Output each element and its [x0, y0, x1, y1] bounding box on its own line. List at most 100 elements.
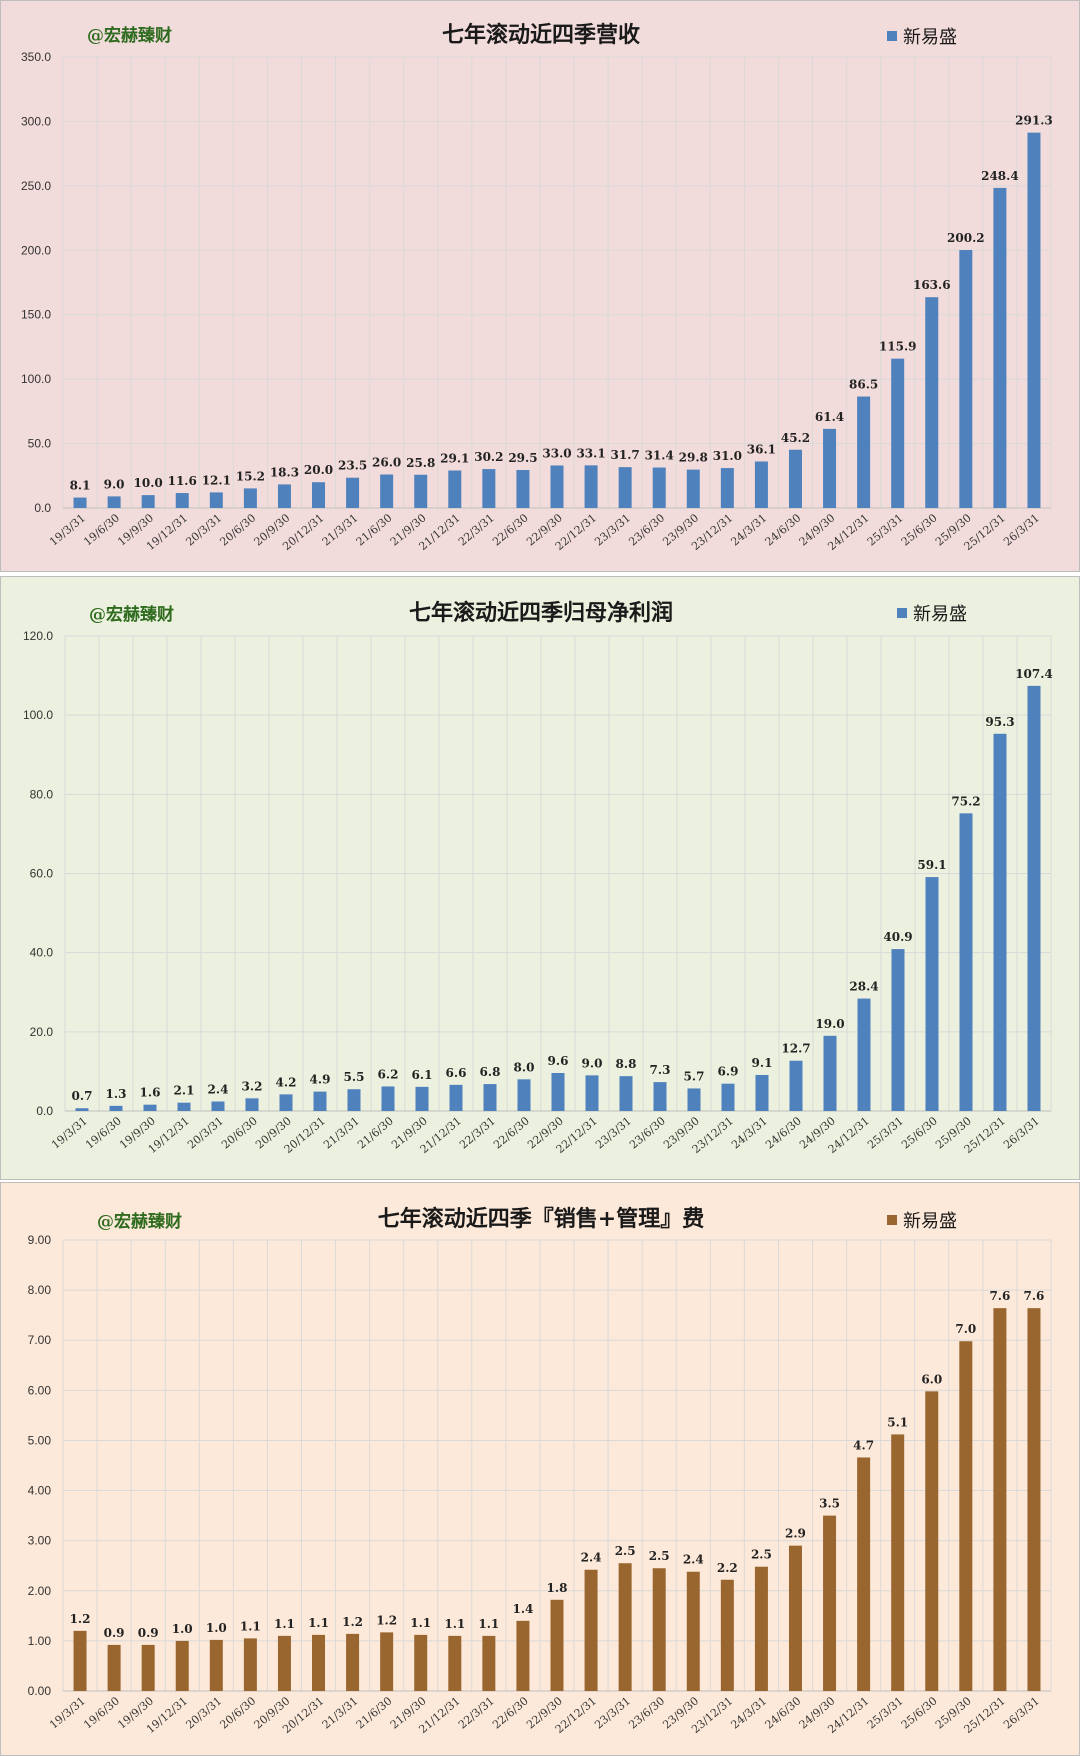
data-label: 3.2 [242, 1079, 263, 1093]
data-label: 291.3 [1015, 114, 1053, 128]
data-label: 107.4 [1015, 667, 1053, 681]
x-tick-label: 26/3/31 [1001, 511, 1042, 548]
x-tick-label: 21/3/31 [320, 511, 361, 548]
data-label: 6.6 [446, 1066, 467, 1080]
data-label: 10.0 [134, 476, 163, 490]
y-tick-label: 8.00 [28, 1283, 52, 1297]
bar [346, 477, 360, 508]
x-tick-label: 20/6/30 [217, 1694, 258, 1731]
data-label: 2.4 [581, 1551, 602, 1565]
data-label: 18.3 [270, 465, 299, 479]
bar [414, 1634, 428, 1691]
bar [720, 468, 734, 508]
y-tick-label: 350.0 [21, 50, 51, 64]
x-tick-label: 23/6/30 [626, 1694, 667, 1731]
data-label: 31.4 [645, 449, 674, 463]
data-label: 1.1 [478, 1617, 499, 1631]
bar [75, 1108, 89, 1111]
watermark: @宏赫臻财 [97, 1212, 182, 1232]
data-label: 0.9 [104, 1626, 125, 1640]
bar [243, 488, 257, 508]
x-tick-label: 24/3/31 [729, 511, 770, 548]
x-tick-label: 21/3/31 [321, 1114, 362, 1151]
y-tick-label: 100.0 [23, 708, 53, 722]
revenue-chart-panel: 0.0 50.0 100.0 150.0 200.0 250.0 300.0 350.0 8.1… [0, 0, 1080, 572]
data-label: 12.7 [781, 1042, 810, 1056]
bar [857, 396, 871, 508]
legend-swatch [887, 1215, 897, 1225]
bar [925, 297, 939, 508]
bar [1027, 132, 1041, 508]
data-label: 1.1 [274, 1617, 295, 1631]
data-label: 31.7 [611, 448, 640, 462]
data-label: 1.0 [206, 1621, 227, 1635]
bar [687, 1088, 701, 1111]
x-tick-label: 21/6/30 [355, 1114, 396, 1151]
data-label: 31.0 [713, 449, 742, 463]
bar [415, 1086, 429, 1111]
bar [551, 1073, 565, 1111]
bar [482, 1635, 496, 1691]
x-tick-label: 25/6/30 [899, 511, 940, 548]
y-tick-label: 50.0 [28, 437, 52, 451]
y-tick-label: 300.0 [21, 114, 51, 128]
x-tick-label: 19/6/30 [81, 511, 122, 548]
data-label: 19.0 [815, 1017, 844, 1031]
x-tick-label: 24/6/30 [763, 511, 804, 548]
data-label: 23.5 [338, 459, 367, 473]
data-label: 7.6 [989, 1289, 1010, 1303]
data-label: 9.6 [548, 1054, 569, 1068]
data-label: 200.2 [947, 231, 985, 245]
legend-label: 新易盛 [913, 604, 967, 625]
y-tick-label: 9.00 [28, 1233, 52, 1247]
data-label: 1.1 [240, 1619, 261, 1633]
chart-title: 七年滚动近四季归母净利润 [408, 600, 673, 626]
bar [857, 1457, 871, 1691]
bar [550, 1599, 564, 1691]
data-label: 8.1 [70, 479, 91, 493]
data-label: 1.3 [106, 1087, 127, 1101]
y-tick-label: 60.0 [30, 867, 54, 881]
bar [449, 1084, 463, 1111]
x-tick-label: 21/6/30 [354, 511, 395, 548]
data-label: 33.1 [576, 446, 605, 460]
data-label: 6.2 [378, 1067, 399, 1081]
data-label: 4.9 [310, 1073, 331, 1087]
data-label: 26.0 [372, 455, 401, 469]
data-label: 163.6 [913, 278, 951, 292]
bar [381, 1086, 395, 1111]
bar [585, 1075, 599, 1111]
x-tick-label: 20/6/30 [219, 1114, 260, 1151]
data-label: 36.1 [747, 442, 776, 456]
chart-legend: 新易盛 [897, 600, 967, 626]
bar [823, 1035, 837, 1111]
x-tick-label: 21/6/30 [354, 1694, 395, 1731]
bar [686, 469, 700, 508]
x-tick-label: 19/6/30 [81, 1694, 122, 1731]
data-label: 12.1 [202, 473, 231, 487]
bar [959, 250, 973, 508]
bar [482, 469, 496, 508]
bar [925, 877, 939, 1111]
bar [754, 1566, 768, 1691]
data-label: 1.6 [140, 1086, 161, 1100]
y-tick-label: 150.0 [21, 308, 51, 322]
data-label: 5.5 [344, 1070, 365, 1084]
x-tick-label: 20/3/31 [183, 511, 224, 548]
bar [959, 813, 973, 1111]
x-tick-label: 22/3/31 [456, 511, 497, 548]
bar [517, 1079, 531, 1111]
x-tick-label: 19/3/31 [47, 511, 88, 548]
y-tick-label: 5.00 [28, 1433, 52, 1447]
x-tick-label: 19/3/31 [49, 1114, 90, 1151]
y-tick-label: 2.00 [28, 1584, 52, 1598]
bar [720, 1579, 734, 1691]
bar [448, 1635, 462, 1691]
data-label: 45.2 [781, 431, 810, 445]
x-tick-label: 25/6/30 [899, 1694, 940, 1731]
bar [211, 1101, 225, 1111]
data-label: 0.9 [138, 1626, 159, 1640]
bar [177, 1102, 191, 1111]
bar [584, 465, 598, 508]
data-label: 95.3 [985, 715, 1014, 729]
